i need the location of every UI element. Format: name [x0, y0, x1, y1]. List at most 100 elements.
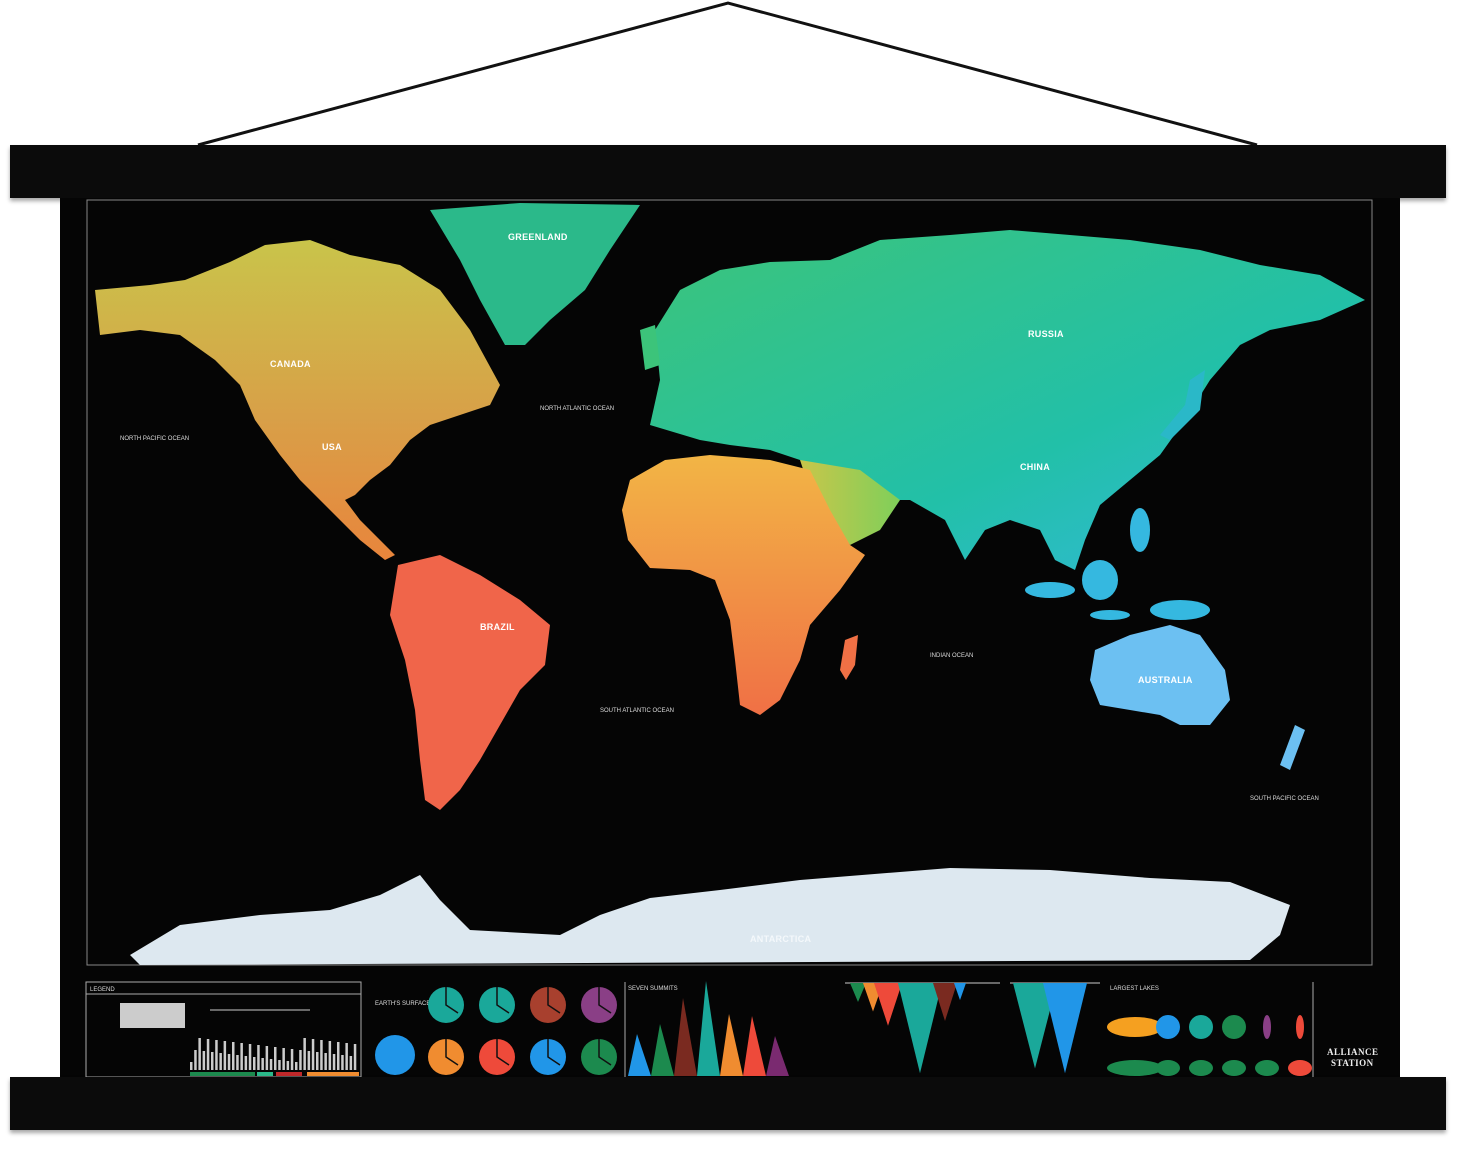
greenland	[430, 203, 640, 345]
world-map: GREENLAND CANADA USA RUSSIA CHINA BRAZIL…	[85, 199, 1379, 1078]
lake-shape	[1296, 1015, 1304, 1039]
legend-bar	[269, 1059, 273, 1070]
legend-bar	[223, 1041, 227, 1070]
legend-bar	[265, 1046, 269, 1070]
legend-bar	[236, 1055, 239, 1070]
uk	[640, 325, 660, 370]
legend-bar	[261, 1058, 264, 1070]
seven-summits-chart	[628, 981, 789, 1076]
summit-triangle	[697, 981, 720, 1076]
lake-shape	[1288, 1060, 1312, 1076]
legend-bar	[240, 1043, 243, 1070]
pie-slice-line	[598, 1039, 612, 1066]
pie-slice-line	[598, 987, 612, 1014]
legend-title: LEGEND	[90, 987, 115, 993]
legend-bar	[324, 1053, 327, 1070]
new-zealand	[1280, 725, 1305, 770]
earths-surface-title: EARTH'S SURFACE	[375, 1001, 430, 1007]
legend-bar	[320, 1040, 323, 1070]
legend-bar	[194, 1050, 197, 1070]
largest-lakes-title: LARGEST LAKES	[1110, 986, 1159, 992]
pie-slice-line	[496, 987, 510, 1014]
ocean-trenches-chart	[845, 982, 1100, 1074]
hanging-cord	[197, 1, 1258, 147]
summit-triangle	[766, 1036, 789, 1076]
legend-bar	[290, 1049, 294, 1070]
legend-bar	[215, 1040, 218, 1070]
legend-bar	[206, 1039, 210, 1070]
legend-bar	[248, 1044, 252, 1070]
legend-bar	[253, 1057, 256, 1070]
summit-triangle	[743, 1016, 766, 1076]
pie-slice-line	[496, 1039, 510, 1066]
legend-bar	[345, 1043, 348, 1070]
arabia	[800, 460, 900, 545]
label-canada: CANADA	[270, 359, 311, 369]
trench-triangle	[954, 983, 966, 1001]
southeast-asia-islands	[1025, 508, 1210, 620]
pie-slice-line	[445, 987, 459, 1014]
legend-bar	[257, 1045, 260, 1070]
summit-triangle	[674, 998, 697, 1076]
map-frame	[86, 199, 1373, 966]
legend-bar	[190, 1062, 193, 1070]
legend-bar	[299, 1050, 302, 1070]
earth-surface-pie	[375, 1035, 415, 1075]
lake-shape	[1263, 1015, 1271, 1039]
legend-bar	[307, 1051, 311, 1070]
scratch-world-map-poster: GREENLAND CANADA USA RUSSIA CHINA BRAZIL…	[60, 198, 1400, 1078]
legend-bar	[337, 1042, 340, 1070]
legend-bar	[211, 1052, 214, 1070]
brand-line-2: STATION	[1331, 1058, 1374, 1068]
summit-triangle	[628, 1034, 651, 1076]
legend-bar	[341, 1055, 344, 1070]
legend-bar	[316, 1052, 319, 1070]
trench-triangle	[850, 983, 866, 1002]
legend-bar	[244, 1056, 248, 1070]
lake-shape	[1222, 1015, 1246, 1039]
label-australia: AUSTRALIA	[1138, 675, 1193, 685]
trench-triangle	[933, 983, 957, 1021]
label-russia: RUSSIA	[1028, 329, 1064, 339]
legend-bar	[303, 1038, 306, 1070]
label-usa: USA	[322, 442, 342, 452]
lake-shape	[1156, 1060, 1180, 1076]
label-north-atlantic: NORTH ATLANTIC OCEAN	[540, 406, 614, 412]
legend-bar	[198, 1038, 201, 1070]
pie-charts	[375, 987, 617, 1075]
legend-bar	[311, 1039, 315, 1070]
label-south-pacific: SOUTH PACIFIC OCEAN	[1250, 796, 1319, 802]
legend-bar	[274, 1047, 277, 1070]
seven-summits-title: SEVEN SUMMITS	[628, 986, 678, 992]
largest-lakes-chart	[1107, 1015, 1312, 1076]
label-china: CHINA	[1020, 462, 1050, 472]
trench-triangle	[1043, 983, 1087, 1074]
pie-slice-line	[547, 987, 561, 1014]
summit-triangle	[720, 1014, 743, 1076]
label-antarctica: ANTARCTICA	[750, 934, 812, 944]
antarctica	[130, 868, 1290, 965]
legend-bar	[349, 1056, 353, 1070]
eurasia	[650, 230, 1365, 570]
lake-shape	[1222, 1060, 1246, 1076]
top-hanger-rail	[10, 145, 1446, 198]
brand-line-1: ALLIANCE	[1327, 1047, 1379, 1057]
label-brazil: BRAZIL	[480, 622, 515, 632]
legend-bar	[202, 1051, 206, 1070]
legend-bar	[332, 1054, 336, 1070]
africa	[622, 455, 865, 715]
summit-triangle	[651, 1024, 674, 1076]
lake-shape	[1107, 1017, 1163, 1037]
label-indian: INDIAN OCEAN	[930, 653, 973, 659]
legend-bar	[282, 1048, 285, 1070]
north-america	[95, 240, 500, 560]
label-greenland: GREENLAND	[508, 232, 568, 242]
label-south-atlantic: SOUTH ATLANTIC OCEAN	[600, 708, 674, 714]
japan	[1160, 370, 1205, 440]
trench-triangle	[898, 983, 942, 1074]
bottom-hanger-rail	[10, 1077, 1446, 1130]
pie-slice-line	[547, 1039, 561, 1066]
lake-shape	[1156, 1015, 1180, 1039]
label-north-pacific: NORTH PACIFIC OCEAN	[120, 436, 189, 442]
legend-bar	[232, 1042, 235, 1070]
